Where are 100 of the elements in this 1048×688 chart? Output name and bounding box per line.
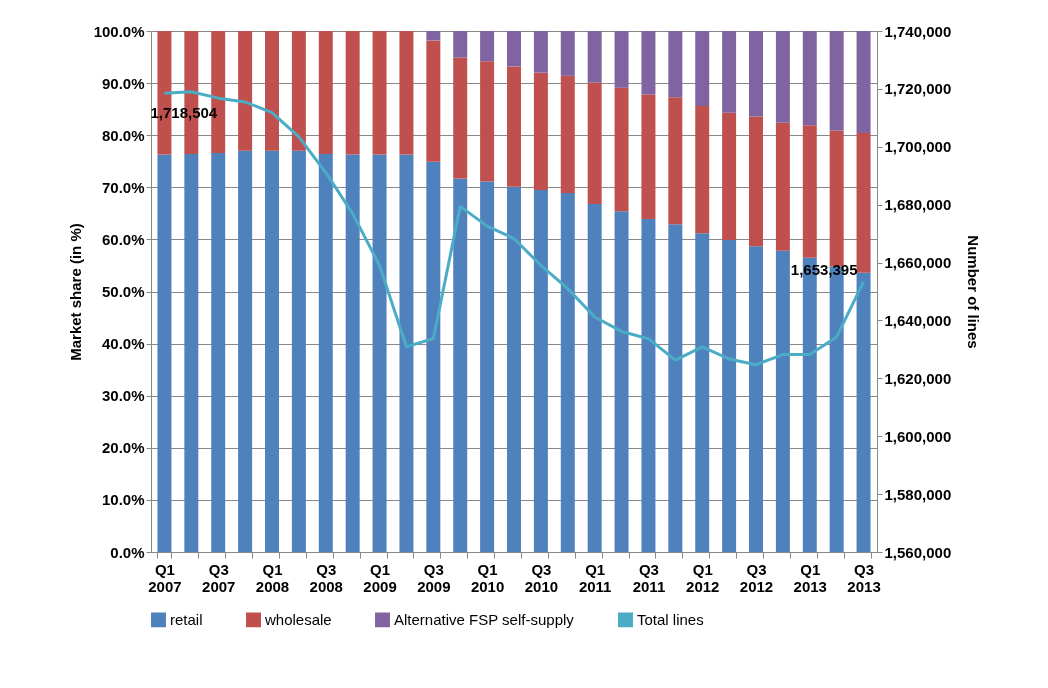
x-tick-label: Q3 2013 — [847, 560, 881, 595]
bar — [775, 122, 790, 251]
bar — [372, 31, 387, 155]
bar — [157, 154, 172, 552]
y-tick-label: 90.0% — [101, 74, 145, 92]
bar — [856, 133, 871, 273]
bar — [856, 272, 871, 552]
y-tick-label: 40.0% — [101, 335, 145, 353]
bar — [318, 31, 333, 154]
y-tick-label: 80.0% — [101, 126, 145, 144]
bar — [749, 246, 763, 552]
bar — [184, 153, 199, 552]
bar — [507, 66, 521, 187]
bar — [453, 31, 468, 58]
bar — [614, 31, 629, 88]
bar — [560, 193, 575, 552]
bar — [829, 31, 844, 131]
y-tick-label: 100.0% — [93, 22, 145, 40]
bar — [668, 31, 683, 98]
bar — [480, 61, 495, 182]
bar — [426, 40, 441, 162]
x-tick-label: Q1 2009 — [363, 560, 397, 595]
bar — [668, 224, 683, 552]
bar — [560, 31, 575, 76]
x-tick-label: Q3 2011 — [632, 560, 666, 595]
bar — [318, 153, 333, 552]
bar — [722, 31, 737, 113]
bar — [695, 106, 710, 234]
bar — [695, 233, 710, 552]
bar — [802, 31, 817, 126]
y2-tick-label: 1,720,000 — [884, 80, 952, 98]
y2-tick-label: 1,660,000 — [884, 254, 952, 272]
legend-label: Total lines — [637, 610, 704, 628]
bar — [829, 130, 844, 267]
x-tick-label: Q3 2009 — [417, 560, 451, 595]
y2-tick-label: 1,640,000 — [884, 311, 952, 329]
y-tick-label: 50.0% — [101, 283, 145, 300]
bar — [372, 154, 387, 552]
bar — [533, 189, 548, 552]
bar — [399, 154, 414, 552]
x-tick-label: Q3 2008 — [309, 560, 343, 595]
bar — [345, 154, 360, 552]
y-tick-label: 0.0% — [110, 543, 145, 561]
bar — [587, 82, 602, 204]
bar — [426, 31, 441, 41]
y-tick-label: 70.0% — [101, 178, 145, 196]
bar — [238, 31, 253, 151]
y2-tick-label: 1,620,000 — [884, 369, 952, 387]
bar — [291, 150, 306, 552]
bar — [775, 250, 790, 552]
x-tick-label: Q1 2010 — [470, 560, 505, 595]
x-tick-label: Q1 2011 — [578, 560, 612, 595]
y2-axis-title: Number of lines — [965, 235, 983, 349]
bar — [749, 116, 763, 247]
bar — [533, 31, 548, 73]
legend-label: Alternative FSP self-supply — [394, 610, 575, 628]
bar — [238, 150, 253, 552]
bar — [641, 94, 656, 220]
bar — [426, 161, 441, 552]
bar — [480, 31, 495, 62]
y2-tick-label: 1,600,000 — [884, 427, 952, 445]
bar — [775, 31, 790, 123]
legend-label: wholesale — [264, 610, 332, 628]
bar — [533, 72, 548, 190]
bar — [480, 181, 495, 552]
bar — [211, 152, 226, 552]
bar — [614, 87, 629, 212]
bar — [453, 57, 468, 179]
y2-tick-label: 1,680,000 — [884, 196, 952, 214]
bar — [560, 75, 575, 194]
bar — [453, 178, 468, 552]
y-tick-label: 10.0% — [101, 491, 145, 509]
bar — [291, 31, 306, 151]
y2-tick-label: 1,740,000 — [884, 22, 952, 40]
bar — [668, 97, 683, 225]
bar — [507, 31, 521, 67]
bar — [399, 31, 414, 155]
y2-tick-label: 1,580,000 — [884, 485, 952, 503]
x-tick-label: Q1 2007 — [148, 560, 182, 595]
bar — [265, 31, 279, 151]
bar — [614, 211, 629, 552]
legend-label: retail — [170, 610, 203, 628]
bar — [722, 112, 737, 240]
y-tick-label: 30.0% — [101, 387, 145, 405]
bar — [641, 31, 656, 95]
x-tick-label: Q1 2012 — [686, 560, 720, 595]
bar — [345, 31, 360, 155]
y-tick-label: 60.0% — [101, 230, 145, 248]
y2-tick-label: 1,700,000 — [884, 138, 952, 156]
x-tick-label: Q3 2012 — [739, 560, 774, 595]
y-axis-title: Market share (in %) — [66, 223, 84, 361]
x-tick-label: Q3 2007 — [202, 560, 236, 595]
x-tick-label: Q1 2008 — [255, 560, 290, 595]
bar — [265, 150, 279, 552]
bar — [856, 31, 871, 134]
y-tick-label: 20.0% — [101, 439, 145, 457]
bar — [587, 31, 602, 83]
bar — [641, 219, 656, 552]
bar — [507, 186, 521, 552]
bar — [722, 239, 737, 552]
